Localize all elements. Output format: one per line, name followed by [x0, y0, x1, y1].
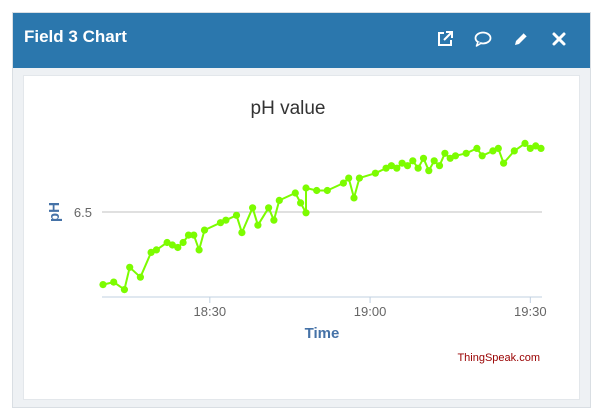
data-point[interactable] [414, 164, 422, 172]
data-point[interactable] [222, 216, 230, 224]
data-point[interactable] [136, 273, 144, 281]
chart-panel: pH value 6.5 18:30 19:00 19:30 pH Time Thi… [23, 75, 580, 400]
data-point[interactable] [297, 199, 305, 207]
ph-line-chart: pH value 6.5 18:30 19:00 19:30 pH Time Thi… [46, 98, 547, 364]
y-axis-title: pH [46, 202, 63, 222]
data-point[interactable] [419, 154, 428, 162]
data-point[interactable] [291, 189, 299, 197]
credits-link[interactable]: ThingSpeak.com [457, 352, 540, 364]
data-point[interactable] [275, 196, 283, 204]
data-point[interactable] [510, 147, 518, 155]
data-point[interactable] [195, 246, 203, 254]
data-point[interactable] [302, 209, 310, 217]
data-point[interactable] [179, 238, 187, 247]
data-point[interactable] [168, 241, 176, 249]
data-point[interactable] [425, 167, 433, 175]
data-point[interactable] [216, 219, 225, 227]
data-point[interactable] [249, 204, 257, 212]
data-point[interactable] [323, 186, 331, 195]
open-in-new-window-button[interactable] [434, 28, 456, 50]
x-axis-title: Time [305, 325, 340, 342]
comment-icon [474, 31, 492, 47]
chart-title: pH value [251, 98, 326, 119]
x-axis-ticks: 18:30 19:00 19:30 [194, 297, 547, 319]
x-tick-label: 19:30 [514, 304, 547, 319]
close-icon [552, 32, 566, 46]
data-point[interactable] [99, 281, 107, 289]
data-point[interactable] [387, 162, 395, 170]
data-point[interactable] [238, 229, 246, 237]
widget-actions [434, 28, 570, 50]
chart-widget: Field 3 Chart [12, 12, 591, 408]
data-point[interactable] [537, 144, 545, 152]
data-point[interactable] [526, 144, 534, 152]
data-point[interactable] [451, 152, 460, 160]
data-point[interactable] [398, 159, 406, 167]
widget-header: Field 3 Chart [13, 13, 590, 68]
data-point[interactable] [265, 204, 273, 212]
x-tick-label: 19:00 [354, 304, 387, 319]
data-point[interactable] [393, 164, 401, 172]
series-ph [99, 139, 545, 294]
data-point[interactable] [350, 194, 358, 202]
data-point[interactable] [126, 263, 134, 271]
data-point[interactable] [494, 144, 502, 152]
data-point[interactable] [521, 139, 529, 147]
data-point[interactable] [478, 152, 486, 160]
widget-title: Field 3 Chart [24, 27, 127, 46]
data-point[interactable] [190, 231, 198, 239]
data-point[interactable] [313, 186, 321, 195]
data-point[interactable] [110, 278, 118, 286]
data-point[interactable] [345, 174, 353, 182]
edit-button[interactable] [510, 28, 532, 50]
data-point[interactable] [489, 147, 497, 155]
data-point[interactable] [500, 159, 508, 167]
external-link-icon [438, 31, 453, 46]
x-tick-label: 18:30 [194, 304, 227, 319]
data-point[interactable] [371, 169, 379, 177]
data-point[interactable] [462, 149, 470, 157]
close-button[interactable] [548, 28, 570, 50]
data-point[interactable] [232, 211, 241, 219]
pencil-icon [515, 32, 528, 45]
data-point[interactable] [430, 157, 438, 165]
data-point[interactable] [441, 149, 449, 157]
data-point[interactable] [174, 243, 182, 252]
data-point[interactable] [435, 162, 444, 170]
data-point[interactable] [302, 184, 310, 192]
y-tick-label: 6.5 [74, 205, 92, 220]
data-point[interactable] [339, 179, 347, 187]
data-point[interactable] [403, 162, 412, 170]
data-point[interactable] [473, 144, 481, 152]
data-point[interactable] [120, 286, 128, 294]
series-line [102, 142, 542, 291]
data-point[interactable] [409, 157, 417, 165]
data-point[interactable] [254, 221, 262, 229]
data-point[interactable] [152, 246, 160, 254]
data-point[interactable] [355, 174, 363, 182]
data-point[interactable] [270, 216, 278, 224]
data-point[interactable] [184, 231, 193, 239]
data-point[interactable] [200, 226, 209, 234]
comment-button[interactable] [472, 28, 494, 50]
